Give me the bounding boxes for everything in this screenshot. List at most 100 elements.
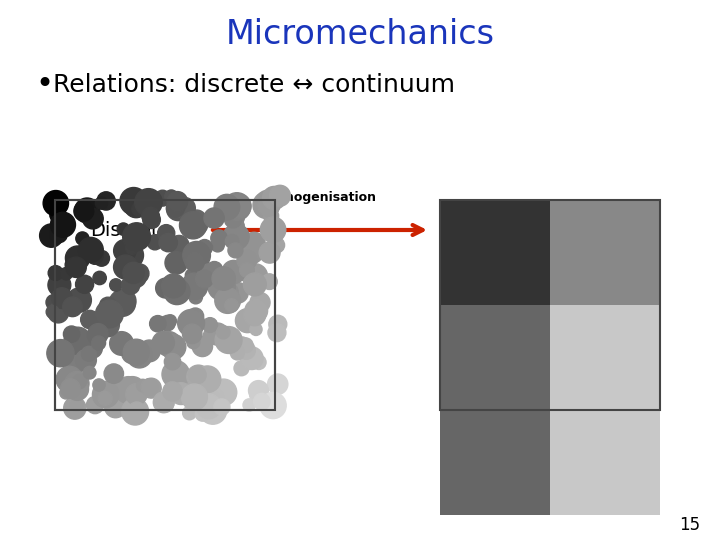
Circle shape [141, 379, 158, 395]
Circle shape [74, 201, 94, 221]
Circle shape [95, 197, 107, 209]
Circle shape [238, 338, 253, 353]
Circle shape [243, 232, 265, 254]
Circle shape [228, 210, 244, 226]
Circle shape [181, 384, 207, 410]
Circle shape [81, 346, 96, 361]
Circle shape [197, 394, 221, 418]
Circle shape [52, 288, 72, 308]
Circle shape [211, 239, 224, 252]
Circle shape [178, 309, 204, 336]
Circle shape [243, 273, 266, 296]
Text: Micromechanics: Micromechanics [225, 18, 495, 51]
Circle shape [263, 186, 286, 210]
Circle shape [132, 202, 146, 216]
Circle shape [135, 188, 162, 216]
Circle shape [106, 312, 119, 325]
Circle shape [125, 194, 148, 218]
Circle shape [122, 276, 140, 294]
Circle shape [195, 407, 210, 421]
Circle shape [46, 306, 59, 319]
Circle shape [214, 399, 230, 415]
Circle shape [65, 258, 78, 271]
Circle shape [104, 364, 124, 383]
Circle shape [153, 392, 174, 413]
Circle shape [162, 278, 175, 291]
Circle shape [162, 361, 189, 388]
Circle shape [91, 336, 106, 350]
Circle shape [109, 290, 135, 316]
Circle shape [185, 269, 198, 282]
Circle shape [109, 382, 132, 405]
Circle shape [248, 381, 269, 401]
Circle shape [264, 208, 279, 224]
Circle shape [228, 243, 243, 258]
Circle shape [240, 263, 254, 278]
Circle shape [187, 210, 207, 230]
Circle shape [66, 355, 85, 374]
Circle shape [206, 390, 219, 404]
Text: Discrete: Discrete [90, 220, 171, 240]
Circle shape [199, 397, 227, 424]
Circle shape [215, 327, 242, 354]
Circle shape [60, 379, 80, 398]
Circle shape [126, 267, 146, 287]
Circle shape [250, 386, 267, 403]
Circle shape [104, 396, 127, 418]
Circle shape [138, 340, 161, 362]
Circle shape [197, 240, 212, 255]
Circle shape [187, 308, 204, 325]
Circle shape [130, 264, 149, 283]
Circle shape [187, 336, 200, 349]
Circle shape [114, 240, 136, 262]
Circle shape [248, 267, 266, 285]
Circle shape [208, 273, 235, 300]
Circle shape [158, 225, 175, 242]
Circle shape [234, 361, 249, 376]
Circle shape [127, 343, 152, 368]
Circle shape [46, 294, 62, 310]
Circle shape [50, 225, 68, 243]
Circle shape [250, 323, 262, 335]
Circle shape [66, 246, 89, 270]
Circle shape [47, 340, 74, 367]
Circle shape [109, 279, 122, 291]
Circle shape [93, 379, 105, 391]
Circle shape [50, 212, 76, 237]
Circle shape [117, 223, 130, 235]
Circle shape [183, 315, 199, 330]
Circle shape [48, 302, 68, 323]
Circle shape [142, 207, 159, 225]
Circle shape [210, 379, 237, 406]
Circle shape [243, 399, 256, 411]
Circle shape [268, 323, 286, 342]
Circle shape [159, 233, 177, 252]
Circle shape [94, 251, 109, 266]
Circle shape [76, 349, 96, 370]
Circle shape [128, 402, 145, 419]
Circle shape [164, 354, 181, 370]
Circle shape [56, 366, 83, 393]
Circle shape [50, 207, 66, 223]
Circle shape [223, 224, 249, 249]
Circle shape [75, 198, 99, 223]
Circle shape [40, 224, 63, 247]
Circle shape [86, 248, 103, 264]
Bar [440, 200, 660, 410]
Bar [440, 305, 550, 410]
Circle shape [160, 315, 175, 331]
Circle shape [228, 194, 251, 218]
Circle shape [237, 341, 256, 359]
Circle shape [115, 376, 142, 403]
Circle shape [156, 332, 181, 356]
Circle shape [82, 338, 102, 358]
Circle shape [86, 396, 104, 414]
Circle shape [253, 393, 270, 410]
Circle shape [67, 288, 91, 312]
Text: Homogenisation: Homogenisation [263, 191, 377, 204]
Circle shape [215, 195, 241, 221]
Circle shape [184, 211, 208, 235]
Circle shape [203, 318, 217, 333]
Circle shape [165, 252, 187, 274]
Circle shape [53, 214, 74, 235]
